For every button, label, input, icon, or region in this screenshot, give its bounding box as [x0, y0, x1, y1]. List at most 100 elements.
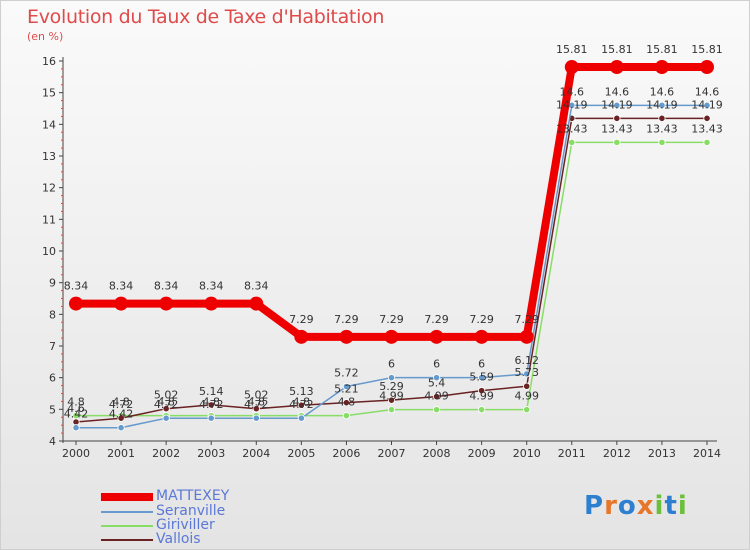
- legend-label-mattexey: MATTEXEY: [156, 488, 230, 504]
- data-label: 5.02: [244, 389, 269, 402]
- data-label: 15.81: [646, 43, 678, 56]
- legend-swatch-vallois: [101, 539, 153, 541]
- data-label: 7.29: [379, 313, 404, 326]
- data-label: 4.8: [338, 396, 356, 409]
- logo-letter: i: [677, 491, 688, 521]
- data-point: [658, 138, 666, 146]
- data-point: [568, 138, 576, 146]
- data-point: [207, 414, 215, 422]
- x-tick-label: 2008: [423, 447, 451, 460]
- data-label: 14.19: [691, 98, 723, 111]
- data-label: 4.99: [514, 390, 539, 403]
- data-point: [523, 406, 531, 414]
- data-label: 4.99: [379, 390, 404, 403]
- data-point: [117, 414, 125, 422]
- data-label: 4.72: [199, 398, 224, 411]
- y-tick-label: 12: [42, 182, 56, 195]
- y-tick-label: 15: [42, 87, 56, 100]
- data-label: 13.43: [691, 122, 723, 135]
- data-point: [478, 374, 486, 382]
- data-label: 8.34: [64, 280, 89, 293]
- data-point: [114, 296, 129, 311]
- y-tick-label: 10: [42, 245, 56, 258]
- data-point: [523, 370, 531, 378]
- data-point: [387, 406, 396, 414]
- data-point: [72, 424, 80, 432]
- data-point: [613, 101, 621, 109]
- logo-letter: r: [604, 491, 618, 521]
- data-point: [432, 406, 441, 414]
- data-point: [297, 414, 305, 422]
- proxiti-logo: Proxiti: [584, 491, 688, 521]
- data-label: 15.81: [691, 43, 723, 56]
- data-label: 5.21: [334, 383, 359, 396]
- data-point: [117, 424, 125, 432]
- data-point: [564, 60, 579, 75]
- x-tick-label: 2005: [287, 447, 315, 460]
- data-label: 6: [433, 358, 440, 371]
- data-label: 5.14: [199, 385, 224, 398]
- data-label: 15.81: [556, 43, 588, 56]
- data-label: 5.4: [428, 377, 446, 390]
- data-label: 4.8: [157, 396, 175, 409]
- data-label: 4.8: [67, 396, 85, 409]
- legend-swatch-seranville: [101, 511, 153, 513]
- data-point: [342, 412, 351, 420]
- data-label: 4.72: [244, 398, 269, 411]
- data-label: 7.29: [469, 313, 494, 326]
- x-tick-label: 2009: [468, 447, 496, 460]
- data-point: [474, 329, 489, 344]
- y-tick-label: 5: [49, 403, 56, 416]
- data-point: [429, 329, 444, 344]
- data-point: [69, 296, 83, 311]
- x-tick-label: 2004: [242, 447, 270, 460]
- data-point: [159, 296, 174, 311]
- x-tick-label: 2013: [648, 447, 676, 460]
- data-label: 5.72: [334, 367, 359, 380]
- data-label: 14.19: [601, 98, 633, 111]
- data-point: [384, 329, 399, 344]
- data-label: 13.43: [646, 122, 678, 135]
- x-tick-label: 2007: [378, 447, 406, 460]
- logo-letter: o: [617, 491, 637, 521]
- x-tick-label: 2010: [513, 447, 541, 460]
- data-point: [204, 296, 219, 311]
- data-label: 4.72: [154, 398, 179, 411]
- data-point: [387, 396, 396, 404]
- legend-swatch-giriviller: [101, 525, 153, 527]
- data-label: 8.34: [109, 280, 134, 293]
- data-label: 4.42: [64, 408, 89, 421]
- logo-letter: P: [584, 491, 605, 521]
- chart-subtitle: (en %): [27, 30, 64, 43]
- data-label: 7.29: [334, 313, 359, 326]
- data-label: 4.72: [109, 398, 134, 411]
- legend-label-vallois: Vallois: [156, 531, 201, 547]
- data-label: 4.8: [248, 396, 266, 409]
- y-tick-label: 7: [49, 340, 56, 353]
- data-label: 14.6: [650, 85, 675, 98]
- data-point: [342, 399, 351, 407]
- y-tick-label: 11: [42, 213, 56, 226]
- data-point: [658, 101, 666, 109]
- data-label: 14.19: [646, 98, 678, 111]
- data-label: 4.99: [469, 390, 494, 403]
- legend-swatch-mattexey: [101, 493, 153, 501]
- data-label: 4.8: [293, 396, 311, 409]
- data-label: 14.6: [605, 85, 630, 98]
- data-point: [432, 374, 441, 382]
- legend-label-seranville: Seranville: [156, 503, 226, 519]
- data-label: 4.72: [289, 398, 314, 411]
- data-point: [658, 114, 666, 122]
- data-label: 8.34: [154, 280, 179, 293]
- chart-title: Evolution du Taux de Taxe d'Habitation: [27, 6, 385, 28]
- data-label: 14.19: [556, 98, 588, 111]
- data-point: [432, 393, 441, 401]
- x-tick-label: 2014: [693, 447, 721, 460]
- data-point: [613, 138, 621, 146]
- data-point: [609, 60, 624, 75]
- data-label: 13.43: [556, 122, 588, 135]
- data-label: 6.12: [514, 354, 539, 367]
- logo-letter: x: [636, 491, 655, 521]
- data-point: [478, 387, 486, 395]
